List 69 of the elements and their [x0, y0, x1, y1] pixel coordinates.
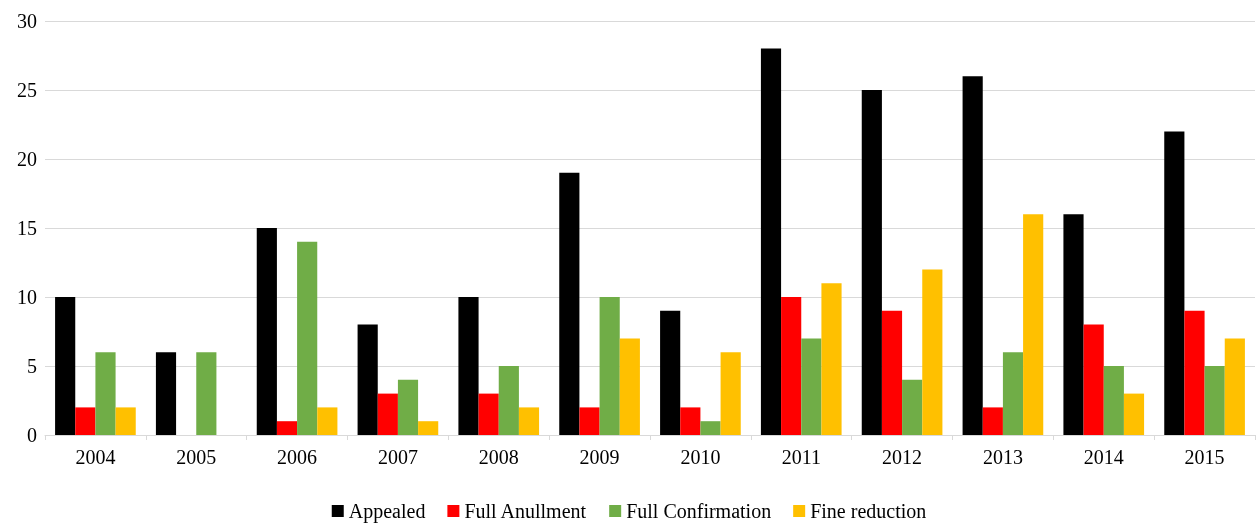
- bar: [377, 393, 398, 435]
- x-tick-label: 2011: [781, 446, 821, 468]
- bar: [196, 352, 217, 435]
- bar: [599, 297, 620, 435]
- bar: [559, 172, 580, 435]
- bar: [982, 407, 1003, 435]
- x-tick-label: 2015: [1184, 446, 1225, 468]
- y-tick-label: 25: [17, 79, 37, 101]
- bar: [256, 228, 277, 435]
- bar: [1204, 366, 1225, 435]
- x-tick-label: 2014: [1083, 446, 1124, 468]
- bar: [922, 269, 943, 435]
- bar: [518, 407, 540, 435]
- bar: [962, 76, 983, 435]
- bar: [317, 407, 338, 435]
- bar: [881, 310, 903, 435]
- y-tick-label: 10: [17, 286, 37, 308]
- bar: [1184, 310, 1205, 435]
- bar: [821, 283, 842, 435]
- bar: [660, 310, 681, 435]
- bar: [115, 407, 136, 435]
- y-tick-label: 30: [17, 10, 37, 32]
- bar: [1002, 352, 1024, 435]
- bar: [458, 297, 479, 435]
- x-tick-label: 2009: [579, 446, 620, 468]
- x-tick-label: 2008: [478, 446, 519, 468]
- bar: [297, 241, 318, 435]
- bar: [902, 379, 923, 435]
- x-tick-label: 2010: [680, 446, 721, 468]
- bar: [498, 366, 519, 435]
- bar: [801, 338, 822, 435]
- y-tick-label: 0: [27, 424, 37, 446]
- bar: [579, 407, 600, 435]
- bar: [397, 379, 419, 435]
- x-tick-label: 2012: [882, 446, 923, 468]
- legend-label: Full Confirmation: [626, 500, 772, 522]
- bar: [1083, 324, 1104, 435]
- x-tick-label: 2004: [75, 446, 116, 468]
- bar: [155, 352, 177, 435]
- bar: [418, 421, 439, 435]
- bar: [861, 90, 882, 435]
- bar: [95, 352, 116, 435]
- bar: [1063, 214, 1084, 435]
- legend-label: Appealed: [348, 500, 426, 523]
- legend-label: Fine reduction: [810, 500, 927, 522]
- x-tick-label: 2013: [982, 446, 1023, 468]
- bar: [619, 338, 640, 435]
- bar: [680, 407, 701, 435]
- bar: [720, 352, 741, 435]
- legend-label: Full Anullment: [464, 500, 587, 522]
- bar: [781, 297, 802, 435]
- y-tick-label: 5: [27, 355, 37, 377]
- bar: [276, 421, 298, 435]
- x-tick-label: 2006: [277, 446, 318, 468]
- bar: [1103, 366, 1124, 435]
- y-tick-label: 15: [17, 217, 37, 239]
- bar: [357, 324, 378, 435]
- bar: [1224, 338, 1245, 435]
- bar: [55, 297, 76, 435]
- x-tick-label: 2007: [377, 446, 418, 468]
- bar: [75, 407, 96, 435]
- x-tick-label: 2005: [176, 446, 217, 468]
- bar: [478, 393, 499, 435]
- bar: [1023, 214, 1044, 435]
- bar: [760, 48, 782, 435]
- bar: [1123, 393, 1145, 435]
- y-tick-label: 20: [17, 148, 37, 170]
- bar: [700, 421, 721, 435]
- bar: [1164, 131, 1185, 435]
